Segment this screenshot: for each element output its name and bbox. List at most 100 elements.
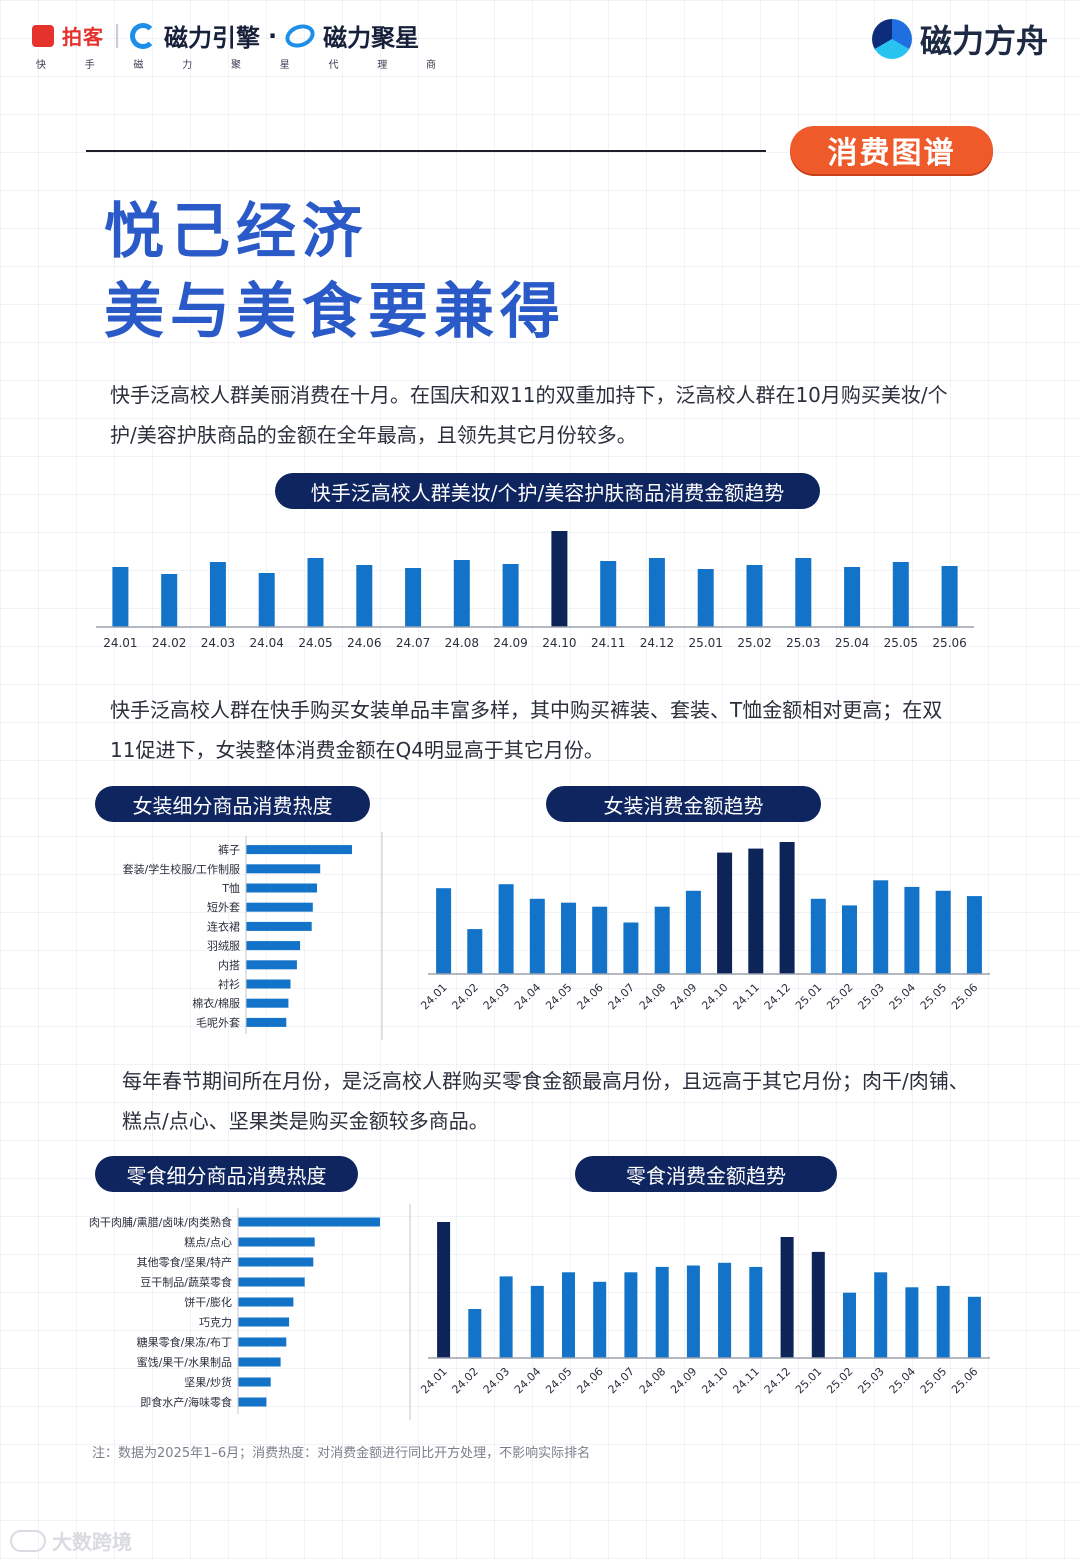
x-tick-label: 24.08 [445,636,479,650]
x-tick-label: 24.06 [574,1365,605,1396]
watermark: 大数跨境 [10,1526,132,1555]
snack-paragraph: 每年春节期间所在月份，是泛高校人群购买零食金额最高月份，且远高于其它月份；肉干/… [122,1069,969,1133]
x-tick-label: 24.11 [730,981,761,1012]
x-tick-label: 24.03 [481,981,512,1012]
chart-title-womenswear-trend: 女装消费金额趋势 [546,786,821,822]
bar-24.09 [502,564,519,627]
chart-title-snack-heat: 零食细分商品消费热度 [95,1156,358,1192]
bar-24.12 [779,842,795,974]
bar-糖果零食/果冻/布丁 [238,1337,287,1347]
bar-25.02 [843,1292,856,1358]
y-tick-label: 棉衣/棉服 [192,996,240,1010]
header-rule [86,150,766,152]
y-tick-label: 糕点/点心 [184,1235,232,1249]
x-tick-label: 25.02 [824,1365,855,1396]
bar-24.06 [592,906,608,974]
x-tick-label: 25.06 [932,636,966,650]
bar-25.01 [811,1251,825,1358]
x-tick-label: 24.09 [668,981,699,1012]
bar-24.02 [467,929,483,974]
cili-ark-logo-icon [871,19,912,59]
bar-坚果/炒货 [238,1377,271,1387]
bar-25.05 [892,562,909,627]
bar-24.08 [654,906,670,974]
bar-24.11 [600,561,617,627]
bar-25.06 [941,566,958,627]
x-tick-label: 24.11 [591,636,625,650]
bar-24.01 [112,567,129,627]
bar-蜜饯/果干/水果制品 [238,1357,281,1367]
x-tick-label: 24.07 [606,1365,637,1396]
x-tick-label: 25.02 [737,636,771,650]
logo-divider [116,23,118,48]
x-tick-label: 25.06 [949,981,980,1012]
y-tick-label: 糖果零食/果冻/布丁 [137,1335,232,1349]
bar-24.05 [561,902,576,974]
cili-star-logo-text: 磁力聚星 [323,24,420,52]
bar-棉衣/棉服 [246,998,289,1008]
bar-24.08 [655,1266,669,1358]
bar-即食水产/海味零食 [238,1397,267,1407]
x-tick-label: 24.11 [730,1365,761,1396]
y-tick-label: T恤 [221,882,240,895]
bar-24.07 [624,1272,638,1358]
bar-短外套 [246,902,313,912]
bar-24.04 [530,1285,544,1358]
bar-T恤 [246,883,317,893]
bar-连衣裙 [246,921,312,931]
footnote: 注：数据为2025年1–6月；消费热度：对消费金额进行同比开方处理，不影响实际排… [92,1446,591,1461]
bar-25.03 [795,558,812,627]
y-tick-label: 饼干/膨化 [184,1295,232,1309]
x-tick-label: 25.03 [786,636,820,650]
x-tick-label: 24.10 [699,1365,730,1396]
chart-title-beauty-trend: 快手泛高校人群美妆/个护/美容护肤商品消费金额趋势 [275,473,820,509]
snack-heat-chart: 肉干肉脯/熏腊/卤味/肉类熟食糕点/点心其他零食/坚果/特产豆干制品/蔬菜零食饼… [89,1204,411,1420]
x-tick-label: 24.05 [543,1365,574,1396]
x-tick-label: 24.12 [762,1365,793,1396]
y-tick-label: 套装/学生校服/工作制服 [123,862,240,876]
x-tick-label: 24.10 [542,636,576,650]
page-title-line2: 美与美食要兼得 [104,277,566,347]
bar-25.06 [967,1296,981,1358]
bar-巧克力 [238,1317,290,1327]
snack-trend-chart: 24.01 24.02 24.03 24.04 24.05 24.06 24.07 24.08… [418,1222,990,1396]
sub-char: 磁 [133,60,144,71]
x-tick-label: 25.03 [855,981,886,1012]
cili-ark-logo-text: 磁力方舟 [919,22,1048,60]
x-tick-label: 24.07 [396,636,430,650]
bar-25.03 [873,880,889,974]
y-tick-label: 肉干肉脯/熏腊/卤味/肉类熟食 [89,1215,232,1229]
bar-24.04 [258,573,275,627]
sub-char: 理 [377,60,388,71]
x-tick-label: 25.04 [887,1365,918,1396]
bar-24.11 [749,1266,763,1358]
bar-25.01 [697,569,714,627]
bar-肉干肉脯/熏腊/卤味/肉类熟食 [238,1217,380,1227]
x-tick-label: 24.04 [512,981,543,1012]
bar-25.03 [874,1272,888,1358]
x-tick-label: 25.05 [918,981,949,1012]
x-tick-label: 25.01 [793,1365,824,1396]
logo-dot: · [268,21,278,50]
x-tick-label: 25.06 [949,1365,980,1396]
bar-24.05 [307,558,324,627]
x-tick-label: 25.01 [793,981,824,1012]
x-tick-label: 24.01 [103,636,137,650]
sub-char: 力 [182,60,193,71]
x-tick-label: 24.10 [699,981,730,1012]
bar-25.05 [935,890,951,974]
cili-ark-logo: 磁力方舟 [871,16,1048,62]
bar-24.08 [453,560,470,627]
bar-24.11 [748,848,764,974]
bar-24.10 [717,852,733,974]
watermark-text: 大数跨境 [52,1530,132,1554]
x-tick-label: 25.04 [887,981,918,1012]
bar-24.10 [718,1262,732,1358]
sub-char: 商 [426,60,436,71]
bar-糕点/点心 [238,1237,315,1247]
x-tick-label: 25.03 [855,1365,886,1396]
beauty-trend-chart: 24.01 24.02 24.03 24.04 24.05 24.06 24.07 24.08… [96,531,974,650]
bar-24.04 [529,898,545,974]
x-tick-label: 24.09 [493,636,527,650]
bar-24.03 [209,562,226,627]
